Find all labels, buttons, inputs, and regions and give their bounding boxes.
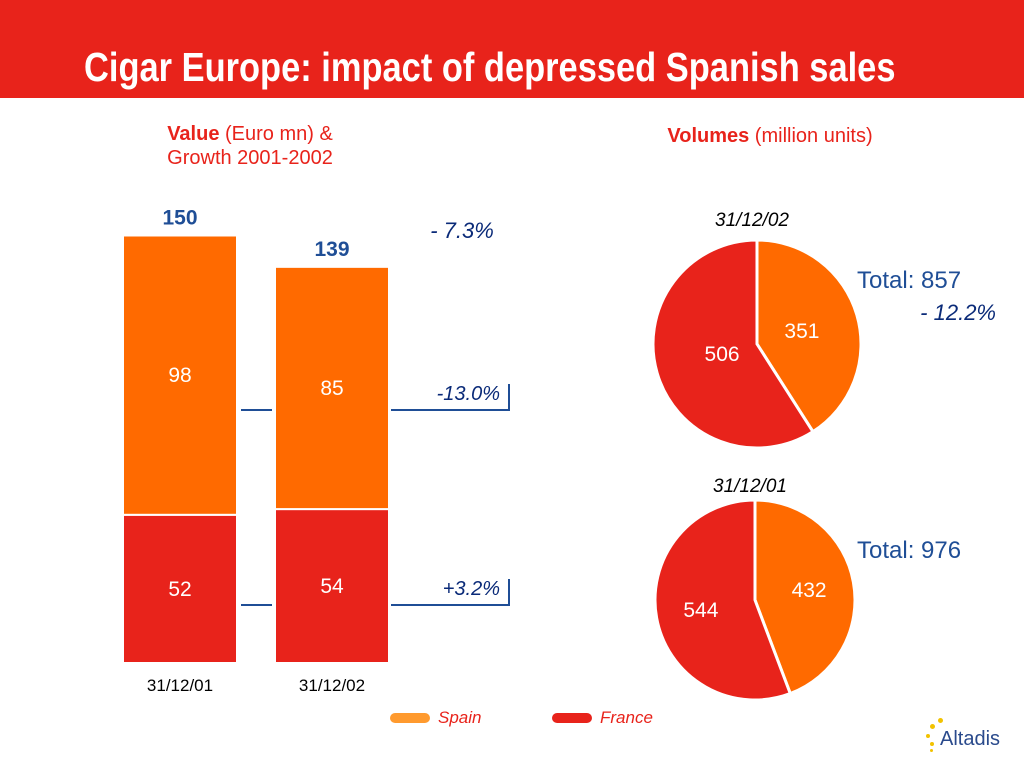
growth-label-france: +3.2% — [443, 578, 500, 600]
pie-slice-france — [651, 238, 816, 450]
pie-growth-label: - 12.2% — [920, 300, 996, 325]
bar-spain-31/12/01 — [122, 234, 238, 516]
pie-slice-france — [653, 498, 793, 702]
pie-label-spain: 432 — [792, 579, 827, 602]
growth-label-total: - 7.3% — [430, 218, 494, 243]
title-bar: Cigar Europe: impact of depressed Spanis… — [0, 0, 1024, 98]
logo-text: Altadis — [940, 728, 1001, 750]
x-tick-label: 31/12/02 — [299, 676, 365, 695]
value-heading-bold: Value — [167, 123, 220, 145]
value-heading-line2: Growth 2001-2002 — [167, 147, 333, 169]
logo-dot-icon — [926, 734, 930, 738]
bar-spain-31/12/02 — [274, 265, 390, 511]
bar-label-france: 54 — [320, 575, 344, 598]
altadis-logo: Altadis — [920, 716, 1020, 756]
bar-france-31/12/02 — [274, 508, 390, 664]
bar-total-label: 150 — [162, 207, 197, 230]
legend-item-france: France — [552, 708, 653, 728]
x-tick-label: 31/12/01 — [147, 676, 213, 695]
logo-dot-icon — [938, 718, 943, 723]
volumes-heading-rest: (million units) — [749, 125, 873, 147]
legend-swatch-france — [552, 713, 592, 723]
volumes-heading-bold: Volumes — [667, 125, 750, 147]
pie-slice-spain — [753, 498, 857, 696]
legend-swatch-spain — [390, 713, 430, 723]
growth-label-spain: -13.0% — [437, 383, 500, 405]
bar-label-france: 52 — [168, 578, 191, 601]
volumes-chart-heading: Volumes (million units) — [560, 124, 980, 148]
legend-label-spain: Spain — [438, 708, 482, 727]
growth-bracket-spain — [391, 384, 510, 411]
legend-label-france: France — [600, 708, 653, 727]
pie-label-spain: 351 — [784, 320, 819, 343]
logo-dot-icon — [930, 742, 934, 746]
bar-france-31/12/01 — [122, 513, 238, 664]
value-chart-heading: Value (Euro mn) & Growth 2001-2002 — [110, 122, 390, 170]
page-title: Cigar Europe: impact of depressed Spanis… — [84, 44, 896, 90]
pie-total-label: Total: 976 — [857, 537, 961, 564]
legend-item-spain: Spain — [390, 708, 481, 728]
bar-label-spain: 98 — [168, 364, 191, 387]
pie-total-label: Total: 857 — [857, 267, 961, 294]
pie-date-label: 31/12/02 — [715, 210, 789, 231]
value-heading-rest: (Euro mn) & — [219, 123, 333, 145]
bar-label-spain: 85 — [320, 377, 343, 400]
logo-dot-icon — [930, 749, 933, 752]
bar-total-label: 139 — [314, 238, 349, 261]
logo-dot-icon — [930, 724, 935, 729]
growth-bracket-france — [391, 579, 510, 606]
pie-date-label: 31/12/01 — [713, 476, 787, 497]
pie-label-france: 506 — [705, 343, 740, 366]
pie-label-france: 544 — [683, 599, 718, 622]
